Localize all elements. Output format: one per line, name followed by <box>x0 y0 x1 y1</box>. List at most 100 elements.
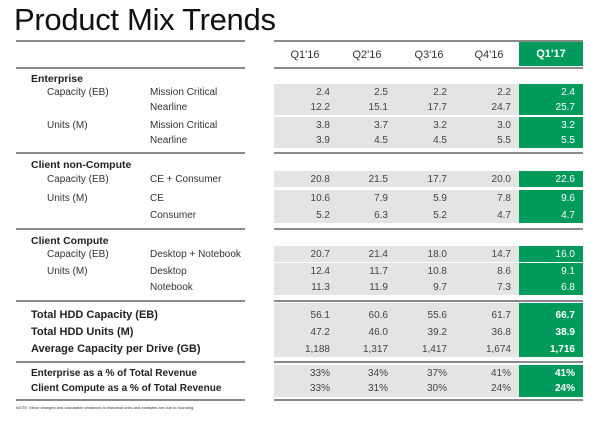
value-cell: 14.7 <box>491 249 511 260</box>
segment-label: Consumer <box>150 210 197 221</box>
value-cell: 21.4 <box>368 249 388 260</box>
value-cell: 9.7 <box>433 282 447 293</box>
value-cell: 34% <box>367 368 388 379</box>
revenue-share-label: Enterprise as a % of Total Revenue <box>31 368 197 379</box>
value-cell: 20.0 <box>491 174 511 185</box>
value-cell: 47.2 <box>310 327 330 338</box>
value-cell: 11.7 <box>369 266 388 277</box>
totals-divider-left <box>16 361 245 363</box>
segment-label: Desktop <box>150 266 187 277</box>
cell-background <box>274 246 519 262</box>
value-cell: 5.9 <box>433 193 447 204</box>
cell-background <box>274 365 519 397</box>
header-top-divider <box>274 40 583 42</box>
value-cell: 18.0 <box>427 249 447 260</box>
value-cell: 56.1 <box>310 310 330 321</box>
value-cell: 8.6 <box>497 266 511 277</box>
value-cell: 30% <box>426 383 447 394</box>
value-cell: 10.6 <box>310 193 330 204</box>
segment-label: Nearline <box>150 102 188 113</box>
value-cell: 2.2 <box>433 87 447 98</box>
value-cell: 46.0 <box>368 327 388 338</box>
highlight-background <box>519 117 583 148</box>
segment-label: Nearline <box>150 135 188 146</box>
cell-background <box>274 303 519 357</box>
section-divider-left <box>16 300 245 302</box>
value-cell: 5.2 <box>316 210 330 221</box>
value-cell: 17.7 <box>427 174 447 185</box>
table-bottom-divider <box>274 399 583 401</box>
value-cell: 20.8 <box>310 174 330 185</box>
value-cell: 38.9 <box>555 327 575 338</box>
column-header-q4-16: Q4'16 <box>474 49 504 61</box>
value-cell: 20.7 <box>310 249 330 260</box>
highlight-background <box>519 365 583 397</box>
header-bottom-divider-left <box>16 67 245 69</box>
total-label: Total HDD Capacity (EB) <box>31 309 158 321</box>
value-cell: 11.9 <box>369 282 388 293</box>
value-cell: 2.5 <box>374 87 388 98</box>
cell-background <box>274 117 519 148</box>
value-cell: 12.2 <box>310 102 330 113</box>
highlight-background <box>519 246 583 262</box>
cell-background <box>274 263 519 295</box>
value-cell: 3.0 <box>497 120 511 131</box>
segment-label: Notebook <box>150 282 193 293</box>
value-cell: 36.8 <box>491 327 511 338</box>
value-cell: 1,417 <box>421 344 447 355</box>
table-bottom-divider-left <box>16 399 245 401</box>
highlight-background <box>519 190 583 223</box>
value-cell: 9.1 <box>561 266 575 277</box>
value-cell: 4.7 <box>561 210 575 221</box>
value-cell: 1,674 <box>485 344 511 355</box>
highlight-background <box>519 263 583 295</box>
value-cell: 4.5 <box>433 135 447 146</box>
section-divider-left <box>16 228 245 230</box>
value-cell: 7.3 <box>497 282 511 293</box>
segment-label: CE + Consumer <box>150 174 222 185</box>
value-cell: 6.3 <box>374 210 388 221</box>
total-label: Average Capacity per Drive (GB) <box>31 343 201 355</box>
value-cell: 37% <box>426 368 447 379</box>
value-cell: 9.6 <box>561 193 575 204</box>
section-divider <box>274 228 583 230</box>
value-cell: 21.5 <box>368 174 388 185</box>
header-bottom-divider <box>274 67 583 69</box>
column-header-q2-16: Q2'16 <box>352 49 382 61</box>
highlight-background <box>519 84 583 115</box>
value-cell: 11.3 <box>311 282 330 293</box>
highlight-background <box>519 171 583 187</box>
totals-divider <box>274 361 583 363</box>
section-divider <box>274 152 583 154</box>
value-cell: 33% <box>309 383 330 394</box>
section-title: Enterprise <box>31 73 83 85</box>
value-cell: 24% <box>554 383 575 394</box>
value-cell: 60.6 <box>368 310 388 321</box>
value-cell: 24% <box>490 383 511 394</box>
value-cell: 33% <box>309 368 330 379</box>
value-cell: 5.2 <box>433 210 447 221</box>
highlight-background <box>519 303 583 357</box>
metric-label: Units (M) <box>47 266 88 277</box>
value-cell: 2.2 <box>497 87 511 98</box>
column-header-q1-17: Q1'17 <box>519 42 583 66</box>
cell-background <box>274 171 519 187</box>
value-cell: 3.2 <box>433 120 447 131</box>
metric-label: Capacity (EB) <box>47 174 109 185</box>
value-cell: 16.0 <box>555 249 575 260</box>
value-cell: 22.6 <box>555 174 575 185</box>
section-divider-left <box>16 152 245 154</box>
value-cell: 2.4 <box>561 87 575 98</box>
value-cell: 6.8 <box>561 282 575 293</box>
value-cell: 41% <box>554 368 575 379</box>
value-cell: 39.2 <box>427 327 447 338</box>
column-header-q3-16: Q3'16 <box>414 49 444 61</box>
value-cell: 41% <box>490 368 511 379</box>
cell-background <box>274 84 519 115</box>
column-header-q1-16: Q1'16 <box>290 49 320 61</box>
value-cell: 4.7 <box>497 210 511 221</box>
value-cell: 55.6 <box>427 310 447 321</box>
value-cell: 5.5 <box>561 135 575 146</box>
value-cell: 3.7 <box>374 120 388 131</box>
metric-label: Capacity (EB) <box>47 249 109 260</box>
